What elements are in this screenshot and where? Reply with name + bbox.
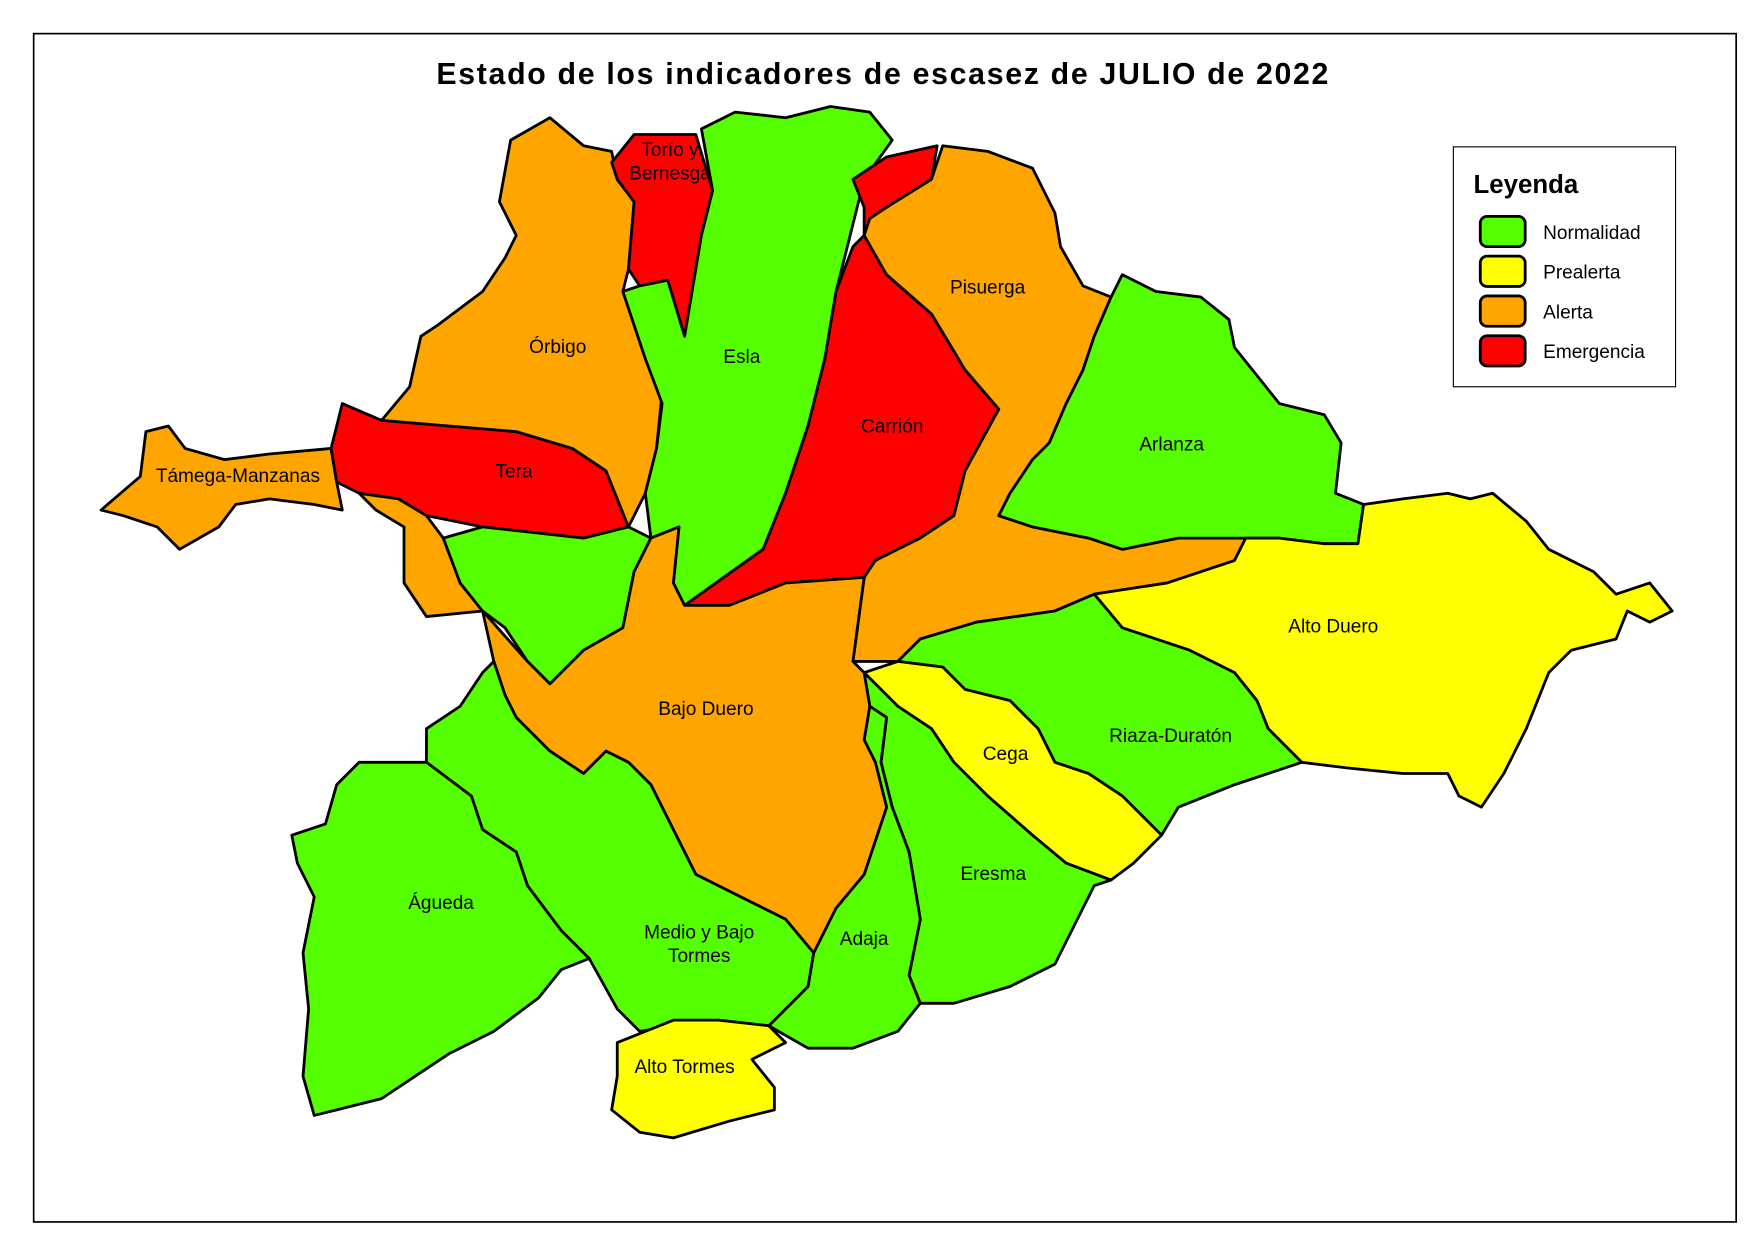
region bbox=[290, 760, 591, 1117]
legend-label: Emergencia bbox=[1543, 342, 1645, 363]
legend-swatch bbox=[1478, 334, 1527, 368]
legend: Leyenda Normalidad Prealerta Alerta Emergen… bbox=[1452, 146, 1677, 388]
region bbox=[99, 424, 344, 551]
legend-swatch bbox=[1478, 214, 1527, 249]
region-label: Águeda bbox=[408, 893, 474, 914]
legend-swatch bbox=[1478, 294, 1527, 328]
region-label: Órbigo bbox=[529, 336, 586, 358]
legend-title: Leyenda bbox=[1474, 171, 1579, 199]
legend-label: Alerta bbox=[1543, 302, 1593, 323]
region-label: Támega-Manzanas bbox=[156, 466, 320, 487]
legend-label: Prealerta bbox=[1543, 263, 1621, 284]
region-label: Carrión bbox=[861, 417, 923, 438]
region-label: Esla bbox=[723, 347, 760, 368]
regions bbox=[99, 105, 1674, 1140]
region-label: Eresma bbox=[960, 864, 1026, 885]
region-label: Adaja bbox=[840, 929, 889, 950]
region-label: Arlanza bbox=[1139, 435, 1204, 456]
legend-swatch bbox=[1478, 254, 1527, 288]
region bbox=[1092, 491, 1674, 809]
map-title: Estado de los indicadores de escasez de … bbox=[436, 58, 1330, 91]
legend-label: Normalidad bbox=[1543, 223, 1640, 244]
region-label: Alto Duero bbox=[1288, 616, 1378, 637]
region-label: Alto Tormes bbox=[634, 1057, 734, 1078]
region-label: Bajo Duero bbox=[658, 699, 753, 720]
region-label: Torío y Bernesga bbox=[629, 140, 711, 185]
region-label: Riaza-Duratón bbox=[1109, 726, 1232, 747]
region-label: Cega bbox=[983, 744, 1029, 765]
region-label: Pisuerga bbox=[950, 278, 1026, 299]
region-label: Medio y Bajo Tormes bbox=[644, 922, 754, 967]
region-label: Tera bbox=[495, 462, 532, 483]
region bbox=[610, 1018, 787, 1140]
region-labels: Támega-Manzanas Tera Órbigo Torío y Bernesga… bbox=[156, 140, 1378, 1078]
